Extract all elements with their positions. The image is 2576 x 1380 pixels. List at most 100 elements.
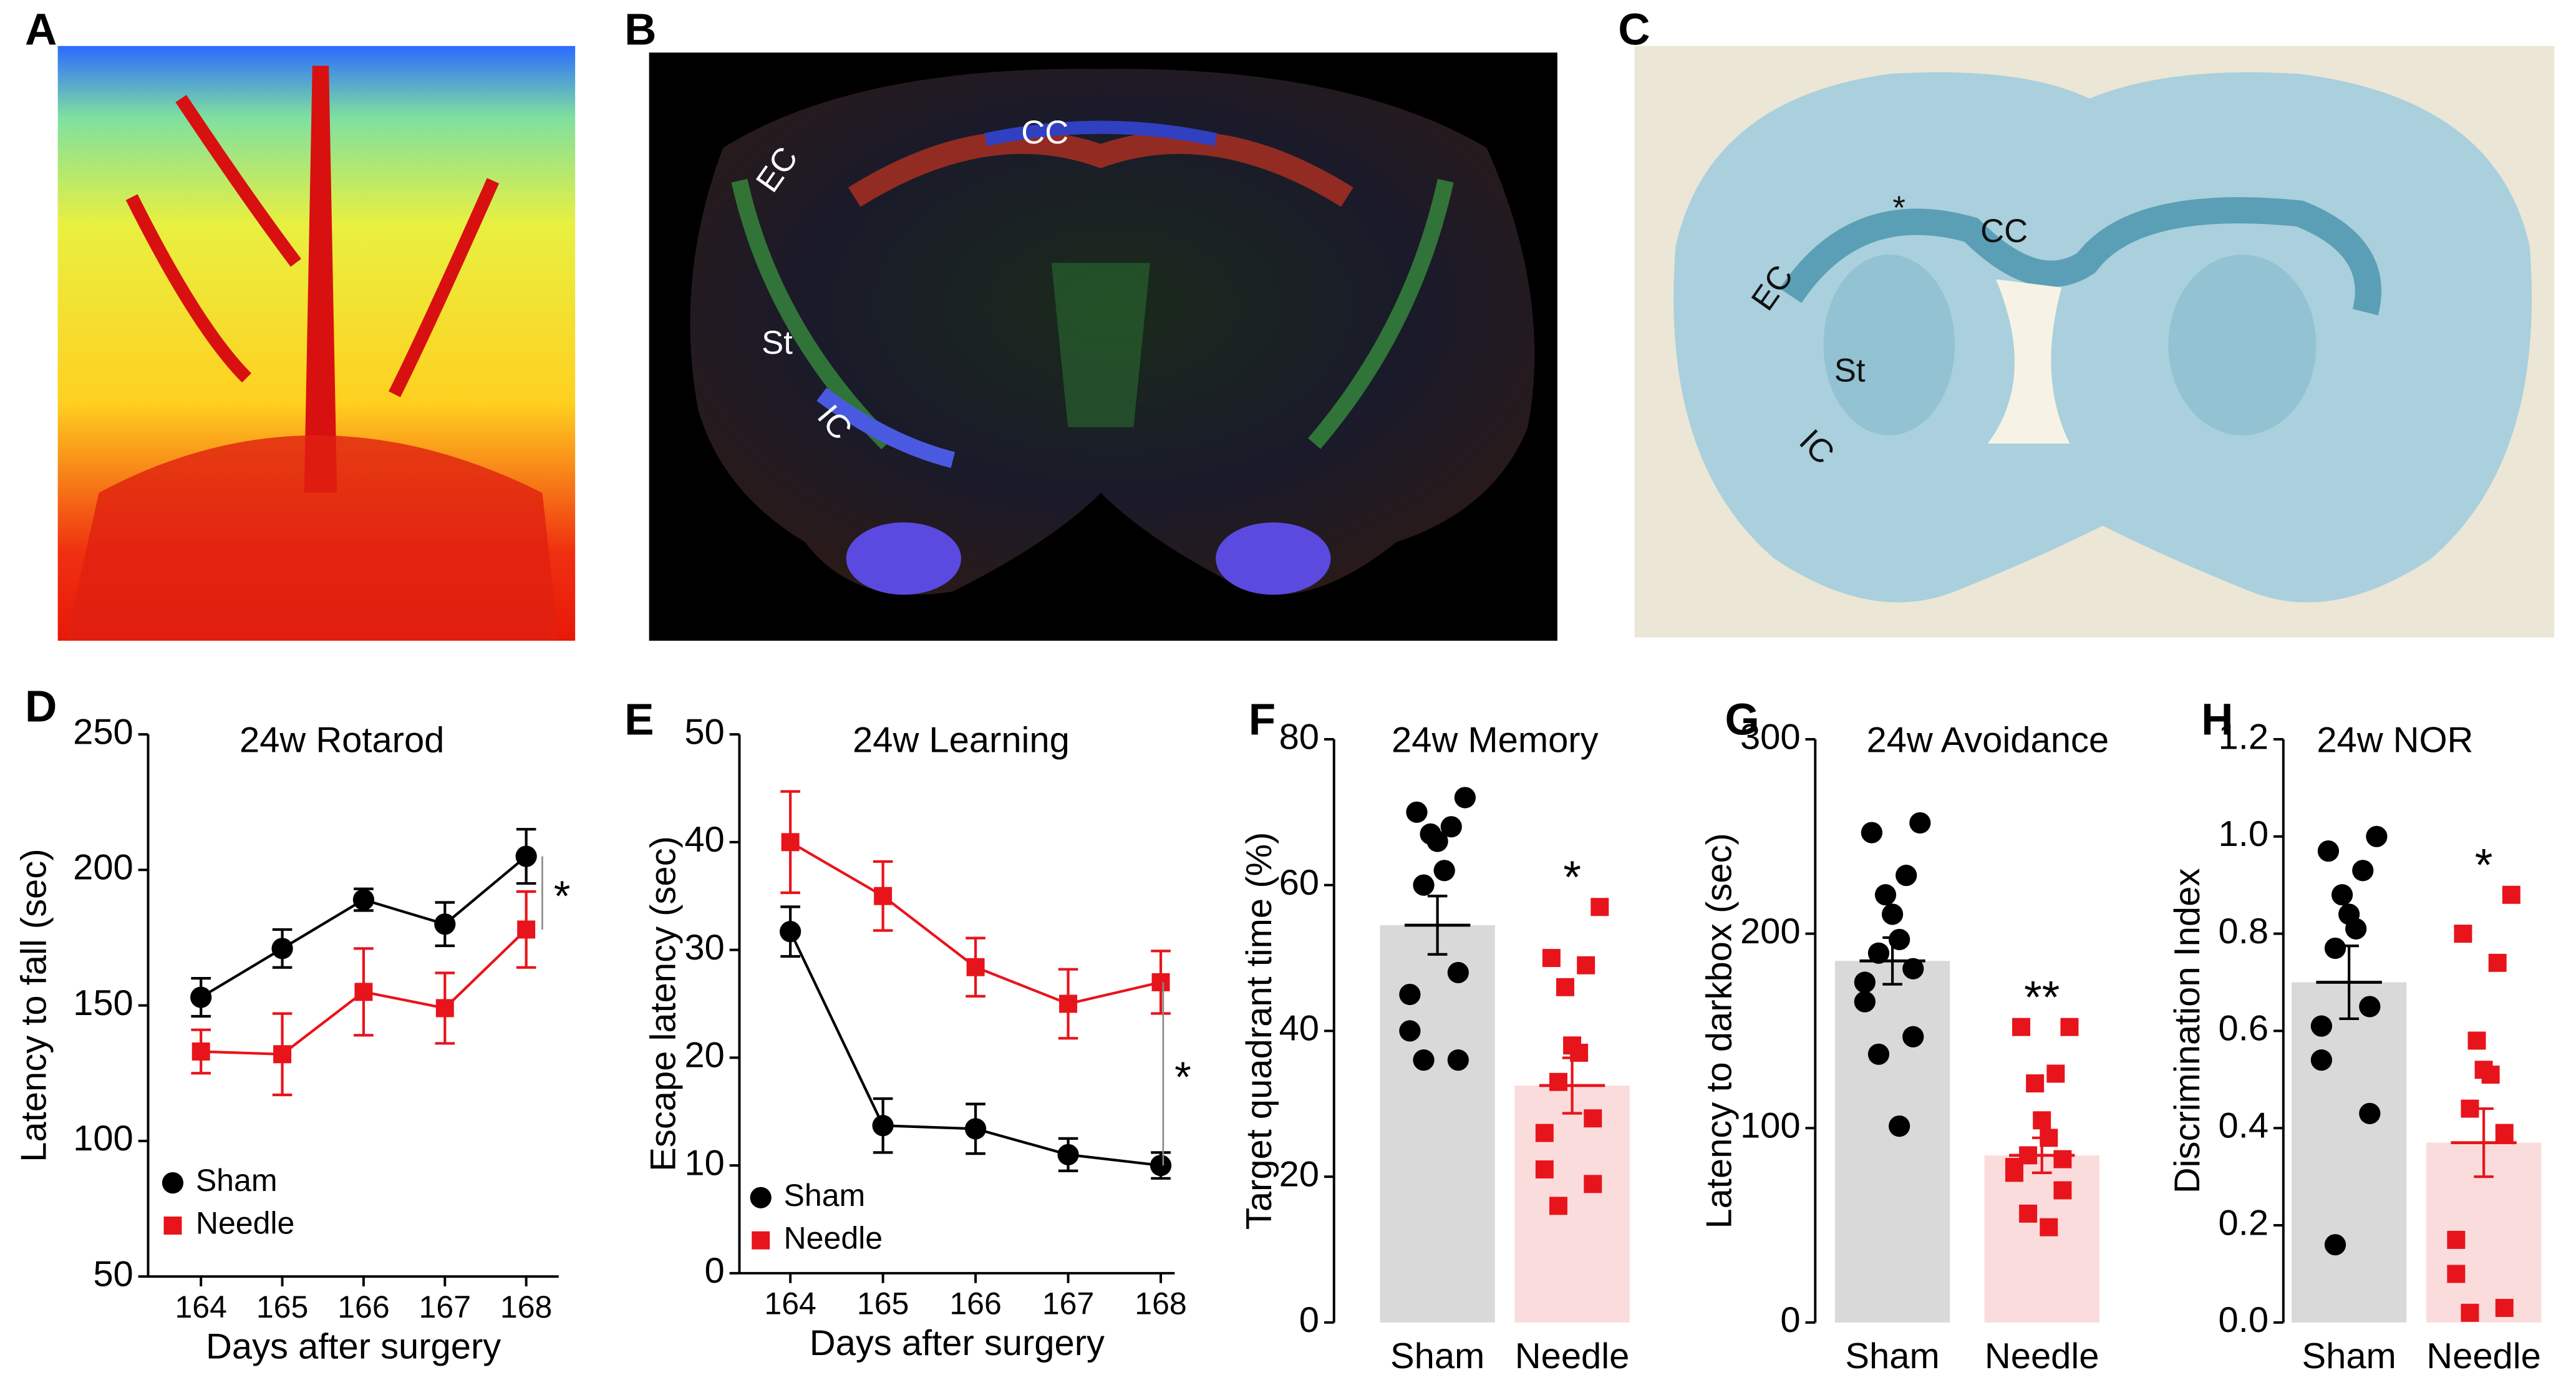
data-point	[966, 958, 985, 976]
data-point	[781, 833, 800, 852]
y-tick-label: 1.2	[2219, 717, 2269, 757]
panel-letter: C	[1618, 5, 1650, 54]
data-point	[2005, 1164, 2023, 1182]
x-tick-label: Needle	[1985, 1336, 2099, 1376]
data-point	[2352, 860, 2374, 882]
y-tick-label: 0.4	[2219, 1106, 2269, 1146]
bar	[1834, 961, 1950, 1323]
chart-title: 24w NOR	[2317, 721, 2473, 760]
data-point	[1426, 830, 1448, 852]
y-tick-label: 50	[93, 1254, 133, 1294]
data-point	[1447, 961, 1469, 984]
data-point	[1577, 956, 1595, 974]
data-point	[874, 887, 893, 905]
y-tick-label: 30	[684, 928, 724, 968]
data-point	[2026, 1074, 2045, 1093]
chart-title: 24w Rotarod	[240, 721, 444, 760]
data-point	[2019, 1204, 2038, 1223]
data-point	[515, 845, 537, 867]
x-tick-label: 166	[337, 1290, 389, 1324]
y-tick-label: 200	[1740, 911, 1801, 951]
y-tick-label: 0.8	[2219, 911, 2269, 951]
x-tick-label: 168	[500, 1290, 552, 1324]
data-point	[1059, 994, 1078, 1013]
data-point	[2310, 1049, 2333, 1071]
x-tick-label: 165	[256, 1290, 308, 1324]
y-tick-label: 250	[73, 712, 133, 752]
chart-title: 24w Memory	[1392, 721, 1599, 760]
y-tick-label: 0.6	[2219, 1009, 2269, 1049]
data-point	[1433, 860, 1455, 882]
panel-letter: E	[624, 695, 654, 744]
x-tick-label: 164	[175, 1290, 226, 1324]
legend-label: Sham	[196, 1163, 278, 1198]
y-tick-label: 40	[684, 820, 724, 860]
significance-label: *	[1174, 1053, 1191, 1101]
data-point	[2060, 1018, 2079, 1036]
region-label: St	[762, 324, 793, 361]
data-point	[2454, 925, 2472, 943]
data-point	[1399, 983, 1421, 1006]
data-point	[2324, 1234, 2346, 1256]
data-point	[2040, 1218, 2058, 1237]
data-point	[1447, 1049, 1469, 1071]
x-tick-label: 164	[764, 1286, 816, 1321]
data-point	[1413, 874, 1435, 896]
x-tick-label: 165	[857, 1286, 909, 1321]
data-point	[1057, 1144, 1079, 1165]
data-point	[780, 921, 801, 943]
data-point	[1151, 973, 1170, 991]
x-tick-label: Sham	[1390, 1336, 1484, 1376]
data-point	[1150, 1154, 1172, 1177]
data-point	[2359, 996, 2381, 1018]
y-tick-label: 0.2	[2219, 1203, 2269, 1243]
data-point	[434, 913, 456, 935]
x-axis-label: Days after surgery	[206, 1326, 501, 1366]
data-point	[2053, 1150, 2072, 1169]
significance-label: **	[2024, 971, 2060, 1023]
data-point	[1584, 1109, 1602, 1128]
data-point	[2317, 840, 2340, 862]
y-axis-label: Target quadrant time (%)	[1239, 832, 1279, 1230]
y-tick-label: 1.0	[2219, 814, 2269, 854]
data-point	[517, 920, 536, 939]
y-tick-label: 100	[1740, 1106, 1801, 1146]
y-tick-label: 0	[705, 1251, 725, 1291]
y-tick-label: 100	[73, 1119, 133, 1159]
y-tick-label: 50	[684, 712, 724, 752]
data-point	[2467, 1031, 2486, 1050]
data-point	[1399, 1020, 1421, 1042]
data-point	[354, 983, 373, 1001]
data-point	[1902, 1026, 1924, 1047]
bar	[1380, 925, 1495, 1323]
data-point	[273, 1045, 292, 1064]
y-tick-label: 20	[1279, 1154, 1319, 1194]
data-point	[1881, 903, 1904, 925]
panel-letter: G	[1725, 695, 1759, 744]
panel-letter: F	[1249, 695, 1276, 744]
data-point	[2447, 1230, 2466, 1249]
data-point	[1556, 978, 1574, 996]
data-point	[1867, 942, 1890, 964]
bar	[1514, 1086, 1630, 1323]
y-tick-label: 0.0	[2219, 1300, 2269, 1340]
y-tick-label: 0	[1299, 1300, 1319, 1340]
image-c	[1634, 46, 2555, 638]
data-point	[1896, 865, 1917, 887]
region-label: CC	[1980, 213, 2028, 250]
data-point	[1535, 1160, 1554, 1178]
image-b	[649, 52, 1557, 641]
panel-letter: B	[624, 5, 656, 54]
data-point	[2447, 1265, 2466, 1283]
x-tick-label: Needle	[2426, 1336, 2541, 1376]
data-point	[1535, 1124, 1554, 1142]
y-tick-label: 40	[1279, 1009, 1319, 1049]
y-tick-label: 10	[684, 1143, 724, 1183]
y-tick-label: 300	[1740, 717, 1801, 757]
data-point	[1542, 949, 1561, 968]
data-point	[1867, 1043, 1890, 1065]
bar	[1984, 1155, 2099, 1323]
y-tick-label: 80	[1279, 717, 1319, 757]
data-point	[1549, 1197, 1567, 1215]
data-point	[1591, 898, 1609, 916]
